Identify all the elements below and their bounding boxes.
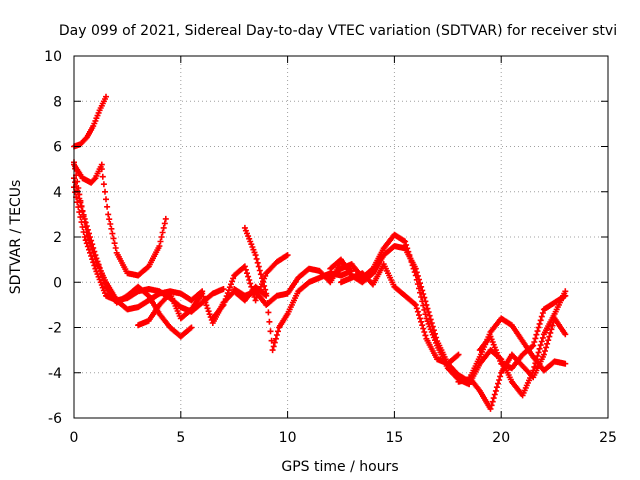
y-tick-label: 4 <box>53 185 62 201</box>
series-points <box>338 261 462 367</box>
series-markers <box>476 292 569 372</box>
series-markers <box>327 243 473 385</box>
axis-ticks <box>73 55 609 419</box>
x-tick-label: 5 <box>176 430 185 446</box>
series-points <box>241 224 355 354</box>
series-markers <box>71 93 109 150</box>
y-tick-label: 6 <box>53 140 62 156</box>
y-tick-label: 8 <box>53 94 62 110</box>
y-tick-label: -2 <box>48 321 62 337</box>
series-points <box>71 93 109 150</box>
y-tick-label: 0 <box>53 275 62 291</box>
y-tick-label: 2 <box>53 230 62 246</box>
x-axis-label: GPS time / hours <box>281 459 398 475</box>
x-tick-label: 10 <box>279 430 297 446</box>
y-axis-label: SDTVAR / TECUs <box>8 180 24 295</box>
x-tick-label: 20 <box>492 430 510 446</box>
x-tick-label: 15 <box>385 430 403 446</box>
y-tick-label: 10 <box>44 49 62 65</box>
series-markers <box>466 288 569 399</box>
series-markers <box>338 261 462 367</box>
series-points <box>476 292 569 372</box>
series-markers <box>241 224 355 354</box>
series-points <box>466 315 569 412</box>
series-markers <box>231 258 355 308</box>
tick-labels: 0 5 10 15 20 25 -6 -4 -2 0 2 4 6 8 10 <box>44 49 617 446</box>
series-points <box>71 175 195 340</box>
series-markers <box>98 166 169 279</box>
gridlines <box>74 56 608 418</box>
series-points <box>466 288 569 399</box>
series-points <box>231 258 355 308</box>
x-tick-label: 25 <box>599 430 617 446</box>
chart-title: Day 099 of 2021, Sidereal Day-to-day VTE… <box>59 23 617 39</box>
data-points <box>71 93 569 412</box>
series-points <box>98 166 169 279</box>
series-markers <box>71 175 195 340</box>
series-markers <box>466 315 569 412</box>
y-tick-label: -6 <box>48 411 62 427</box>
y-tick-label: -4 <box>48 366 62 382</box>
x-tick-label: 0 <box>70 430 79 446</box>
series-points <box>327 243 473 385</box>
